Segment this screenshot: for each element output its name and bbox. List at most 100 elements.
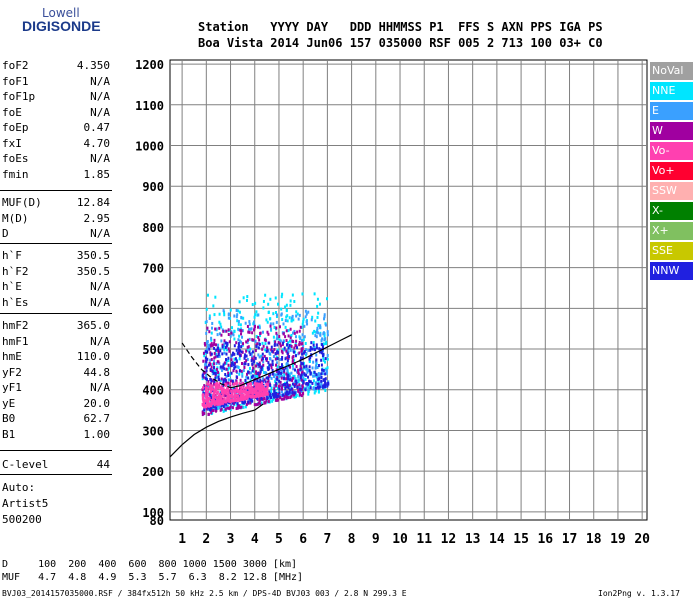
echo-point [262, 299, 265, 303]
echo-point [205, 407, 208, 411]
echo-point [225, 402, 228, 406]
echo-point [214, 401, 217, 405]
echo-point [252, 370, 255, 374]
echo-point [318, 302, 321, 306]
param-row: C-level 44 [2, 457, 110, 472]
echo-point [224, 378, 227, 382]
echo-point [255, 344, 258, 348]
echo-point [241, 335, 244, 339]
echo-point [259, 378, 262, 382]
echo-point [206, 350, 209, 354]
echo-point [271, 397, 274, 401]
echo-point [304, 315, 307, 319]
echo-point [296, 330, 299, 334]
echo-point [285, 303, 288, 307]
echo-point [257, 335, 260, 339]
echo-point [266, 346, 269, 350]
echo-point [279, 357, 282, 361]
echo-point [281, 351, 284, 355]
echo-point [203, 354, 206, 358]
echo-point [259, 370, 262, 374]
echo-point [222, 405, 225, 409]
echo-point [219, 402, 222, 406]
echo-point [209, 402, 212, 406]
echo-point [271, 399, 274, 403]
echo-point [287, 329, 290, 333]
echo-point [244, 386, 247, 390]
echo-point [275, 361, 278, 365]
param-value: 1.00 [83, 427, 111, 441]
echo-point [321, 337, 324, 341]
echo-point [325, 342, 328, 346]
echo-point [233, 352, 236, 356]
echo-point [326, 297, 329, 301]
echo-point [218, 392, 221, 396]
param-value: 12.84 [76, 196, 110, 209]
echo-point [271, 368, 274, 372]
echo-point [294, 368, 297, 372]
x-tick-label: 20 [634, 532, 650, 547]
logo-line2: DIGISONDE [22, 18, 101, 34]
echo-point [308, 380, 311, 384]
echo-point [290, 316, 293, 320]
echo-point [283, 395, 286, 399]
echo-point [244, 378, 247, 382]
echo-point [221, 343, 224, 347]
echo-point [226, 368, 229, 372]
echo-point [321, 368, 324, 372]
echo-point [210, 331, 213, 335]
echo-point [242, 316, 245, 320]
echo-point [257, 325, 260, 329]
echo-point [204, 389, 207, 393]
legend-item: X+ [650, 222, 693, 240]
echo-point [285, 392, 288, 396]
echo-point [262, 390, 265, 394]
echo-point [268, 363, 271, 367]
echo-point [294, 341, 297, 345]
echo-point [225, 374, 228, 378]
echo-point [214, 327, 217, 331]
echo-point [202, 386, 205, 390]
echo-point [301, 347, 304, 351]
echo-point [208, 403, 211, 407]
echo-point [226, 341, 229, 345]
echo-point [271, 392, 274, 396]
echo-point [302, 351, 305, 355]
echo-point [284, 305, 287, 309]
echo-point [228, 372, 231, 376]
echo-point [269, 322, 272, 326]
echo-point [285, 395, 288, 399]
echo-point [238, 357, 241, 361]
param-row: yE 20.0 [2, 396, 110, 411]
echo-point [263, 401, 266, 405]
echo-point [300, 342, 303, 346]
plot-frame [169, 59, 648, 521]
param-value: N/A [90, 90, 110, 103]
y-tick-label: 1000 [135, 139, 164, 153]
echo-point [234, 393, 237, 397]
echo-point [296, 379, 299, 383]
echo-point [289, 376, 292, 380]
echo-point [215, 383, 218, 387]
echo-point [227, 389, 230, 393]
echo-point [275, 320, 278, 324]
echo-point [295, 344, 298, 348]
echo-point [230, 379, 233, 383]
echo-point [275, 383, 278, 387]
echo-point [245, 298, 248, 302]
header-row1: Station YYYY DAY DDD HHMMSS P1 FFS S AXN… [198, 20, 603, 34]
echo-point [212, 397, 215, 401]
echo-point [273, 347, 276, 351]
echo-point [266, 366, 269, 370]
echo-point [202, 371, 205, 375]
echo-point [298, 391, 301, 395]
echo-point [264, 338, 267, 342]
echo-point [255, 310, 258, 314]
echo-point [206, 382, 209, 386]
echo-point [226, 404, 229, 408]
echo-point [268, 351, 271, 355]
echo-point [294, 391, 297, 395]
echo-point [210, 398, 213, 402]
echo-point [213, 389, 216, 393]
echo-point [287, 334, 290, 338]
